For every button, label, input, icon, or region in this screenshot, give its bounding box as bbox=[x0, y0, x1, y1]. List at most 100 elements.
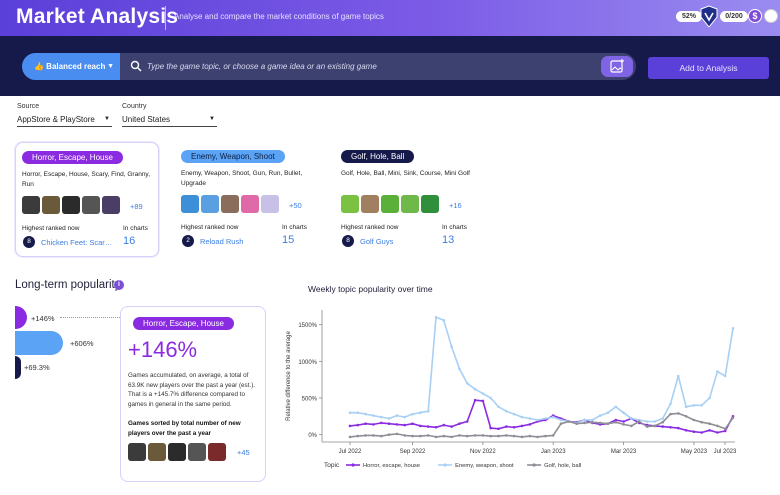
more-games-link[interactable]: +50 bbox=[289, 201, 302, 210]
data-point bbox=[403, 434, 406, 437]
rank-number: 8 bbox=[342, 235, 354, 247]
topic-card-enemy[interactable]: Enemy, Weapon, Shoot Enemy, Weapon, Shoo… bbox=[175, 142, 317, 257]
data-point bbox=[465, 434, 469, 438]
data-point bbox=[520, 435, 524, 439]
data-point bbox=[403, 415, 406, 419]
game-thumbnail[interactable] bbox=[102, 196, 120, 214]
popularity-bar-golf[interactable] bbox=[15, 356, 21, 379]
game-thumbnail[interactable] bbox=[421, 195, 439, 213]
game-thumbnail[interactable] bbox=[361, 195, 379, 213]
game-thumbnail[interactable] bbox=[241, 195, 259, 213]
game-thumbnail[interactable] bbox=[148, 443, 166, 461]
game-thumbnail[interactable] bbox=[401, 195, 419, 213]
game-thumbnail[interactable] bbox=[181, 195, 199, 213]
more-games-link[interactable]: +45 bbox=[237, 448, 250, 457]
game-thumbnail[interactable] bbox=[261, 195, 279, 213]
data-point bbox=[708, 429, 711, 432]
data-point bbox=[497, 427, 500, 431]
game-thumbnail[interactable] bbox=[208, 443, 226, 461]
data-point bbox=[387, 417, 391, 420]
search-input[interactable] bbox=[147, 56, 587, 77]
data-point bbox=[364, 422, 367, 425]
topic-tag: Horror, Escape, House bbox=[133, 317, 234, 330]
data-point bbox=[426, 409, 430, 413]
data-point bbox=[356, 434, 360, 438]
y-tick-label: 1000% bbox=[298, 360, 317, 366]
popularity-bar-horror[interactable] bbox=[15, 306, 27, 329]
in-charts-value: 15 bbox=[282, 234, 295, 246]
caret-down-icon: ▼ bbox=[104, 116, 110, 122]
game-thumbnail[interactable] bbox=[201, 195, 219, 213]
data-point bbox=[458, 422, 461, 425]
source-label: Source bbox=[17, 103, 40, 110]
data-point bbox=[653, 424, 657, 428]
popularity-label-horror: +146% bbox=[31, 314, 55, 323]
data-point bbox=[591, 418, 594, 422]
more-games-link[interactable]: +16 bbox=[449, 201, 462, 210]
reach-dropdown[interactable]: 👍 Balanced reach ▼ bbox=[22, 53, 120, 80]
popularity-line-chart: 0% 500% 1000% 1500% Relative difference to t… bbox=[286, 310, 737, 469]
country-value: United States bbox=[122, 115, 171, 124]
data-point bbox=[426, 425, 430, 428]
game-thumbnail[interactable] bbox=[381, 195, 399, 213]
info-icon[interactable]: i bbox=[114, 280, 124, 290]
top-game-link[interactable]: Reload Rush bbox=[200, 237, 244, 246]
rank-badge-icon[interactable] bbox=[698, 5, 720, 27]
data-point bbox=[505, 434, 508, 437]
in-charts-label: In charts bbox=[123, 225, 148, 232]
data-point bbox=[497, 434, 500, 438]
data-point bbox=[419, 434, 422, 438]
data-point bbox=[536, 435, 539, 439]
data-point bbox=[458, 367, 461, 370]
data-point bbox=[669, 412, 672, 416]
credits-icon[interactable]: $ bbox=[748, 9, 762, 23]
data-point bbox=[591, 420, 594, 424]
game-thumbnail[interactable] bbox=[168, 443, 186, 461]
add-to-analysis-button[interactable]: Add to Analysis bbox=[648, 57, 769, 79]
in-charts-label: In charts bbox=[442, 224, 467, 231]
data-point bbox=[645, 425, 649, 428]
game-thumbnail[interactable] bbox=[22, 196, 40, 214]
data-point bbox=[692, 430, 696, 433]
topic-card-horror[interactable]: Horror, Escape, House Horror, Escape, Ho… bbox=[15, 142, 159, 257]
game-thumbnail[interactable] bbox=[42, 196, 60, 214]
progress-badge: 52% bbox=[676, 11, 702, 22]
data-point bbox=[419, 411, 422, 414]
data-point bbox=[614, 418, 618, 422]
popularity-bar-enemy[interactable] bbox=[15, 331, 63, 355]
game-thumbnails bbox=[128, 443, 226, 461]
top-game-link[interactable]: Golf Guys bbox=[360, 237, 394, 246]
country-select[interactable]: United States ▼ bbox=[122, 113, 217, 127]
top-game-link[interactable]: Chicken Feet: Scar… bbox=[41, 238, 113, 247]
data-point bbox=[677, 412, 680, 415]
legend-marker bbox=[443, 463, 447, 467]
data-point bbox=[536, 418, 539, 422]
game-thumbnail[interactable] bbox=[82, 196, 100, 214]
image-upload-button[interactable] bbox=[601, 56, 633, 77]
data-point bbox=[512, 412, 516, 416]
game-thumbnail[interactable] bbox=[188, 443, 206, 461]
topic-card-golf[interactable]: Golf, Hole, Ball Golf, Hole, Ball, Mini,… bbox=[335, 142, 477, 257]
source-select[interactable]: AppStore & PlayStore ▼ bbox=[17, 113, 112, 127]
data-point bbox=[442, 423, 446, 427]
more-games-link[interactable]: +89 bbox=[130, 202, 143, 211]
data-point bbox=[630, 417, 633, 420]
topic-keywords: Golf, Hole, Ball, Mini, Sink, Course, Mi… bbox=[341, 170, 470, 177]
data-point bbox=[348, 424, 352, 428]
game-thumbnail[interactable] bbox=[221, 195, 239, 213]
data-point bbox=[348, 411, 352, 414]
app-header: Market Analysis Analyse and compare the … bbox=[0, 0, 780, 36]
data-point bbox=[708, 422, 711, 425]
game-thumbnail[interactable] bbox=[128, 443, 146, 461]
user-avatar[interactable] bbox=[764, 9, 778, 23]
highest-ranked-label: Highest ranked now bbox=[341, 224, 399, 231]
data-point bbox=[692, 404, 696, 407]
data-point bbox=[692, 418, 696, 422]
data-point bbox=[559, 418, 563, 422]
game-thumbnail[interactable] bbox=[62, 196, 80, 214]
data-point bbox=[551, 434, 555, 437]
data-point bbox=[372, 423, 375, 426]
rank-number: 2 bbox=[182, 235, 194, 247]
game-thumbnail[interactable] bbox=[341, 195, 359, 213]
chevron-down-icon: ▼ bbox=[107, 63, 114, 70]
